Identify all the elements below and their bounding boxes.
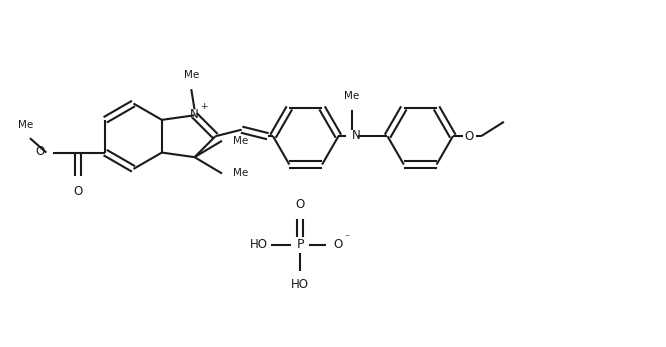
Text: Me: Me [18, 120, 33, 130]
Text: Me: Me [184, 70, 199, 80]
Text: Me: Me [233, 136, 248, 146]
Text: Me: Me [344, 91, 359, 101]
Text: HO: HO [250, 238, 268, 251]
Text: O: O [73, 185, 83, 198]
Text: Me: Me [233, 169, 248, 178]
Text: P: P [296, 238, 304, 251]
Text: +: + [200, 102, 207, 111]
Text: O: O [296, 198, 305, 211]
Text: O: O [334, 238, 343, 251]
Text: O: O [465, 130, 474, 143]
Text: N: N [190, 108, 199, 121]
Text: ⁻: ⁻ [345, 233, 350, 243]
Text: HO: HO [291, 278, 309, 291]
Text: O: O [36, 145, 45, 159]
Text: N: N [352, 129, 360, 142]
